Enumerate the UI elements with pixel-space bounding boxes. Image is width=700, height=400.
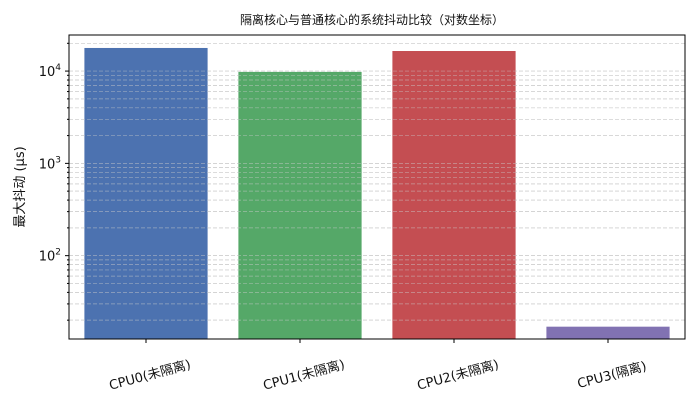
- y-tick-label: 103: [39, 155, 61, 172]
- x-tick-label: CPU3(隔离): [576, 358, 649, 392]
- x-axis-ticks: CPU0(未隔离) CPU1(未隔离) CPU2(未隔离) CPU3(隔离): [107, 339, 648, 394]
- y-tick-label: 104: [39, 63, 62, 80]
- chart-title: 隔离核心与普通核心的系统抖动比较（对数坐标）: [240, 12, 504, 27]
- bars: [84, 47, 670, 340]
- y-axis-ticks: 102 103 104: [39, 42, 69, 321]
- x-tick-label: CPU1(未隔离): [261, 357, 346, 394]
- bar: [238, 71, 362, 339]
- x-tick-label: CPU2(未隔离): [415, 357, 500, 394]
- grid-lines: [69, 42, 685, 321]
- bar: [546, 326, 670, 339]
- y-axis-label: 最大抖动 (μs): [13, 146, 28, 227]
- plot-frame: [68, 34, 686, 340]
- bar: [84, 47, 208, 340]
- x-tick-label: CPU0(未隔离): [107, 357, 192, 394]
- bar: [392, 51, 516, 340]
- y-tick-label: 102: [39, 248, 61, 265]
